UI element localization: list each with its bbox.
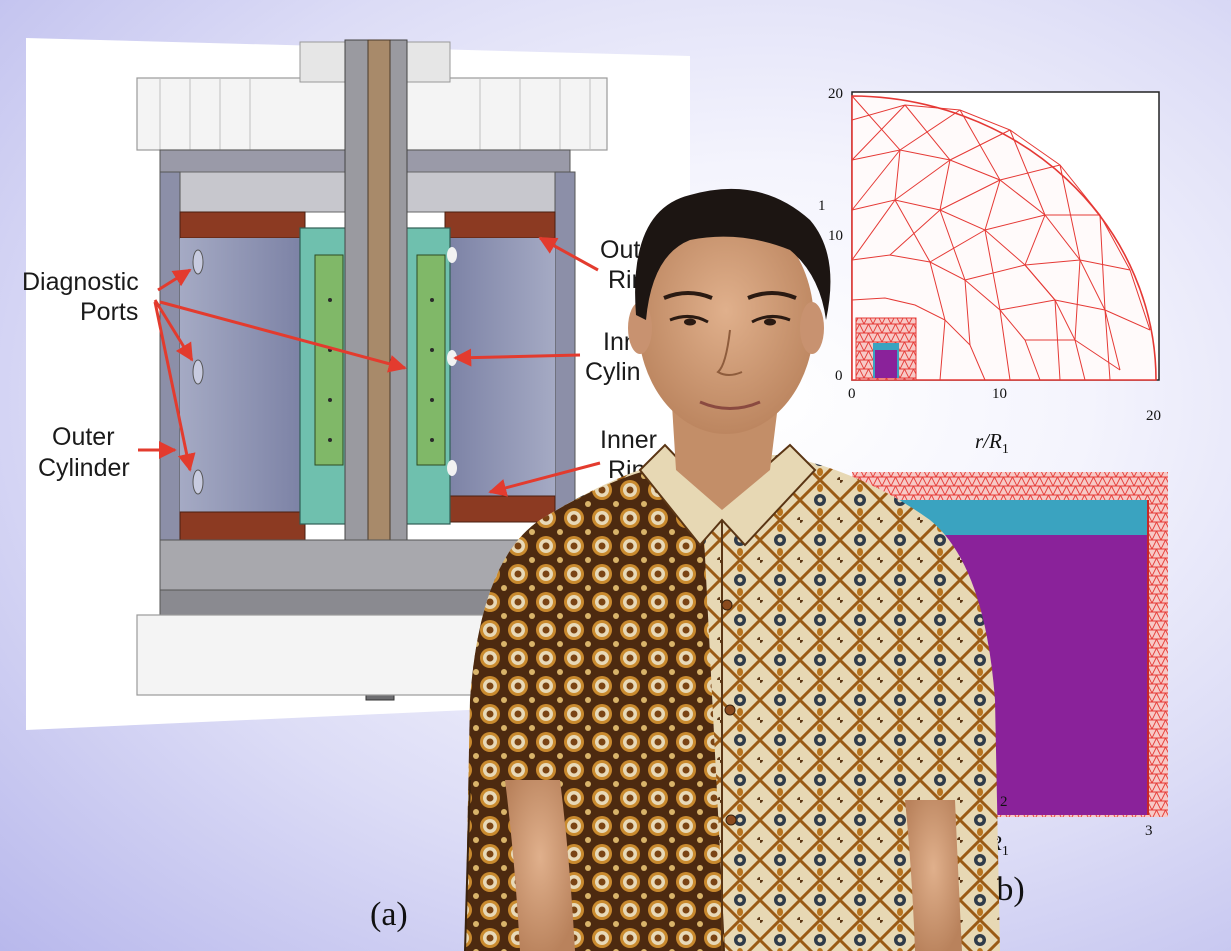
- ylabel-partial: 1: [818, 198, 826, 214]
- fluid-gap-right: [450, 238, 555, 514]
- label-cylinder: Cylinder: [38, 454, 130, 482]
- label-outer-ring: Out: [600, 236, 640, 264]
- face: [638, 210, 814, 434]
- xtick-0: 0: [848, 386, 856, 402]
- mesh-domain: [851, 95, 1157, 381]
- panel-label-a: (a): [370, 896, 408, 933]
- outer-ring-bottom-left: [179, 511, 306, 541]
- label-outer: Outer: [52, 423, 115, 451]
- nose: [716, 329, 743, 376]
- label-inner-ring: Inner: [600, 426, 657, 454]
- outer-ring-top-left: [179, 211, 306, 239]
- right-arm: [905, 800, 962, 951]
- eyes: [669, 315, 791, 326]
- outer-ring-bottom-right: [449, 495, 556, 523]
- label-ports: Ports: [80, 298, 138, 326]
- label-diagnostic: Diagnostic: [22, 268, 139, 296]
- label-inner-cyl-2: Cylin: [585, 358, 641, 386]
- ytick-20: 20: [828, 86, 843, 102]
- left-arm: [505, 780, 575, 951]
- xtick-3: 3: [1145, 823, 1153, 839]
- shaft: [367, 39, 391, 561]
- person: [464, 188, 1000, 951]
- hair: [635, 188, 831, 320]
- mesh-plot-top: 20 10 0 0 10 20 1 r/R1: [818, 86, 1161, 457]
- xtick-10: 10: [992, 386, 1007, 402]
- mouth: [699, 400, 761, 410]
- ytick-10: 10: [828, 228, 843, 244]
- xlabel-top: r/R1: [975, 429, 1009, 457]
- xtick-20: 20: [1146, 408, 1161, 424]
- outer-ring-top-right: [444, 211, 556, 239]
- neck: [672, 405, 778, 510]
- ytick-0: 0: [835, 368, 843, 384]
- annotation-arrows: [138, 236, 601, 497]
- outer-cylinder-wall-left: [159, 171, 181, 593]
- cylinder-region: [875, 350, 897, 378]
- mesh-lines: [851, 95, 1151, 381]
- xtick-2: 2: [1000, 794, 1008, 810]
